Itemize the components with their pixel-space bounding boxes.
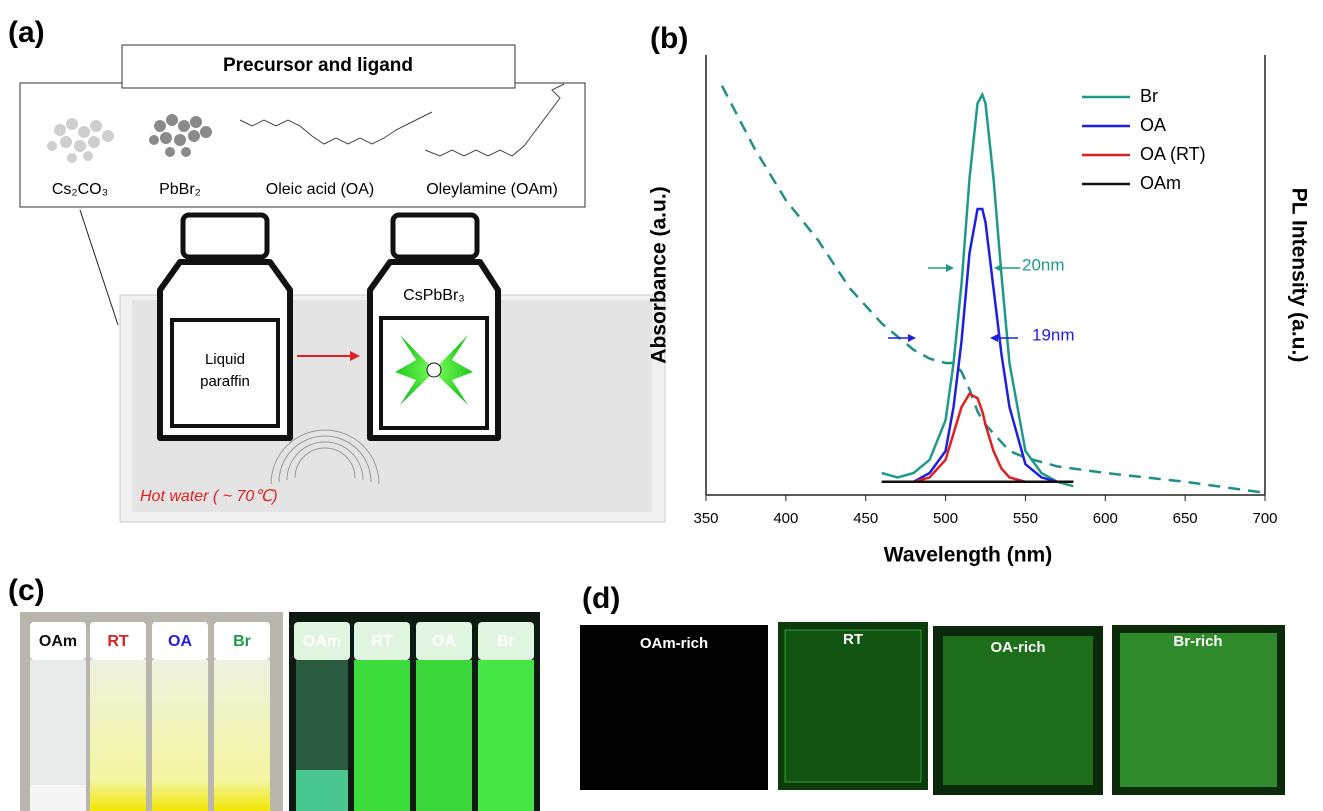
vial-cap bbox=[478, 622, 534, 660]
legend-label: OAm bbox=[1140, 173, 1181, 193]
x-tick-label: 600 bbox=[1093, 510, 1118, 527]
vial-label: OAm bbox=[39, 633, 77, 650]
vial-label: OA bbox=[432, 633, 456, 650]
heat-rings bbox=[270, 429, 380, 485]
precursor-label: Cs₂CO₃ bbox=[52, 181, 108, 198]
vial-cap bbox=[416, 622, 472, 660]
arrow-head bbox=[908, 334, 916, 342]
vial-cap bbox=[214, 622, 270, 660]
cs2co3-particles bbox=[47, 118, 114, 163]
vial-label: Br bbox=[497, 633, 515, 650]
arrow-head bbox=[990, 334, 998, 342]
annotation: 20nm bbox=[1022, 255, 1065, 274]
film-label: OA-rich bbox=[990, 639, 1045, 656]
vial-cap bbox=[90, 622, 146, 660]
right-bottle bbox=[367, 212, 501, 441]
left-bottle bbox=[157, 212, 293, 441]
x-tick-label: 500 bbox=[933, 510, 958, 527]
vial-label: OAm bbox=[303, 633, 341, 650]
bath-label: Hot water ( ~ 70℃) bbox=[140, 488, 278, 505]
oleylamine-structure bbox=[424, 83, 565, 157]
film-label: Br-rich bbox=[1173, 633, 1222, 650]
panel-label: (b) bbox=[650, 22, 688, 55]
oleic-acid-structure bbox=[239, 111, 433, 145]
series-line bbox=[881, 91, 1074, 488]
film-label: OAm-rich bbox=[640, 635, 708, 652]
title-tab bbox=[121, 44, 516, 89]
vial-label: RT bbox=[107, 633, 129, 650]
x-tick-label: 400 bbox=[773, 510, 798, 527]
panel-c: OAm RT OA Br OAm RT OA Br bbox=[20, 612, 540, 811]
arrow-head bbox=[350, 351, 360, 361]
x-tick-label: 550 bbox=[1013, 510, 1038, 527]
series-line bbox=[881, 392, 1074, 484]
panel-label: (a) bbox=[8, 16, 45, 49]
pointer-line bbox=[79, 209, 119, 326]
vial-cap bbox=[30, 622, 86, 660]
precursor-label: Oleic acid (OA) bbox=[266, 181, 374, 198]
film-label: RT bbox=[843, 631, 863, 648]
box-title: Precursor and ligand bbox=[223, 55, 413, 76]
x-tick-label: 650 bbox=[1173, 510, 1198, 527]
vial-cap bbox=[354, 622, 410, 660]
x-axis-label: Wavelength (nm) bbox=[884, 544, 1052, 567]
legend-label: OA bbox=[1140, 115, 1166, 135]
panel-a: Precursor and ligand Cs₂CO₃ PbBr₂ Oleic … bbox=[19, 44, 666, 523]
panel-d: OAm-rich RT OA-rich Br-rich bbox=[580, 622, 1285, 795]
bottle-label: Liquid bbox=[205, 351, 245, 368]
precursor-box bbox=[19, 82, 586, 208]
precursor-label: PbBr₂ bbox=[159, 181, 201, 198]
legend-label: Br bbox=[1140, 86, 1158, 106]
vial-label: OA bbox=[168, 633, 192, 650]
plot: 350 400 450 500 550 600 650 700 Br OA OA (RT) OAm 20… bbox=[693, 55, 1278, 527]
x-tick-label: 350 bbox=[693, 510, 718, 527]
arrow-head bbox=[994, 264, 1002, 272]
precursor-label: Oleylamine (OAm) bbox=[426, 181, 558, 198]
film-photo bbox=[580, 625, 768, 790]
bottle-label: paraffin bbox=[200, 373, 250, 390]
panel-label: (c) bbox=[8, 574, 45, 607]
series-line bbox=[720, 85, 1266, 495]
x-tick-label: 700 bbox=[1252, 510, 1277, 527]
y2-axis-label: PL Intensity (a.u.) bbox=[1287, 188, 1310, 363]
arrow-head bbox=[946, 264, 954, 272]
y-axis-label: Absorbance (a.u.) bbox=[648, 186, 671, 363]
vial-label: RT bbox=[371, 633, 393, 650]
legend-label: OA (RT) bbox=[1140, 144, 1206, 164]
vial-cap bbox=[294, 622, 350, 660]
vial-cap bbox=[152, 622, 208, 660]
bottle-label: CsPbBr₃ bbox=[403, 287, 465, 304]
series-line bbox=[881, 207, 1074, 484]
pbbr2-particles bbox=[149, 114, 212, 157]
x-tick-label: 450 bbox=[853, 510, 878, 527]
panel-label: (d) bbox=[582, 582, 620, 615]
annotation: 19nm bbox=[1032, 325, 1075, 344]
vial-label: Br bbox=[233, 633, 251, 650]
